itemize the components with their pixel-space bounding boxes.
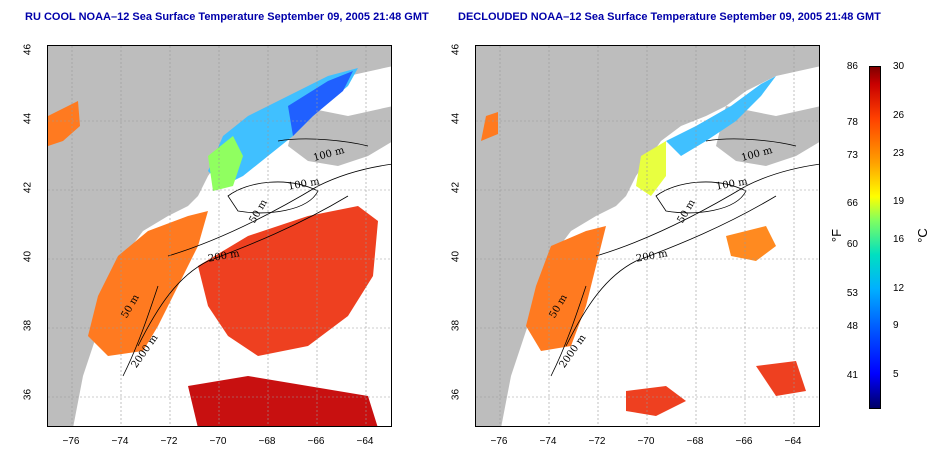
left-map-graphic (48, 46, 391, 426)
temperature-colorbar (869, 66, 881, 409)
celsius-tick: 5 (893, 369, 899, 380)
y-tick-label: 38 (450, 319, 462, 332)
left-map-title: RU COOL NOAA–12 Sea Surface Temperature … (25, 11, 429, 23)
y-tick-label: 36 (22, 388, 34, 401)
x-tick-label: −76 (490, 436, 508, 447)
x-tick-label: −76 (62, 436, 80, 447)
y-tick-label: 46 (450, 43, 462, 56)
x-tick-label: −74 (539, 436, 557, 447)
hot-south-patch (626, 386, 686, 416)
land-mass (476, 46, 819, 426)
y-tick-label: 42 (22, 181, 34, 194)
celsius-tick: 12 (893, 283, 905, 294)
x-tick-label: −72 (588, 436, 606, 447)
fahrenheit-tick: 53 (846, 288, 858, 299)
hot-south-region (188, 376, 378, 426)
x-tick-label: −70 (637, 436, 655, 447)
map-gridlines (476, 46, 819, 426)
fahrenheit-tick: 66 (846, 198, 858, 209)
fahrenheit-tick: 73 (846, 150, 858, 161)
celsius-tick: 23 (893, 148, 905, 159)
left-sst-map: 100 m 100 m 50 m 200 m 50 m 2000 m (47, 45, 392, 427)
y-tick-label: 46 (22, 43, 34, 56)
fahrenheit-tick: 41 (846, 370, 858, 381)
x-tick-label: −64 (356, 436, 374, 447)
y-tick-label: 44 (450, 112, 462, 125)
x-tick-label: −72 (160, 436, 178, 447)
x-tick-label: −66 (735, 436, 753, 447)
x-tick-label: −70 (209, 436, 227, 447)
x-tick-label: −66 (307, 436, 325, 447)
mild-water-region (636, 141, 666, 196)
east-warm-patch (48, 101, 80, 146)
map-gridlines (48, 46, 391, 426)
y-tick-label: 40 (22, 250, 34, 263)
hot-east-patch (756, 361, 806, 396)
celsius-tick: 19 (893, 196, 905, 207)
celsius-tick: 26 (893, 110, 905, 121)
warm-shelf-region (88, 211, 208, 356)
x-tick-label: −74 (111, 436, 129, 447)
isobath-contours (550, 138, 819, 377)
celsius-tick: 16 (893, 234, 905, 245)
celsius-unit-label: °C (914, 228, 930, 243)
right-sst-map: 100 m 100 m 50 m 200 m 50 m 2000 m (475, 45, 820, 427)
fahrenheit-tick: 48 (846, 321, 858, 332)
y-tick-label: 36 (450, 388, 462, 401)
right-map-graphic (476, 46, 819, 426)
y-tick-label: 40 (450, 250, 462, 263)
right-map-title: DECLOUDED NOAA–12 Sea Surface Temperatur… (458, 11, 881, 23)
fahrenheit-tick: 60 (846, 239, 858, 250)
cool-water-region (666, 76, 776, 156)
warm-offshore-region (198, 206, 378, 356)
y-tick-label: 44 (22, 112, 34, 125)
warm-offshore-patch (726, 226, 776, 261)
x-tick-label: −68 (258, 436, 276, 447)
warm-shelf-region (526, 226, 606, 351)
celsius-tick: 9 (893, 320, 899, 331)
x-tick-label: −64 (784, 436, 802, 447)
isobath-contours (122, 138, 391, 377)
celsius-tick: 30 (893, 61, 905, 72)
fahrenheit-unit-label: °F (829, 228, 845, 243)
y-tick-label: 42 (450, 181, 462, 194)
y-tick-label: 38 (22, 319, 34, 332)
fahrenheit-tick: 78 (846, 117, 858, 128)
east-warm-patch (481, 112, 498, 141)
mild-water-region (208, 136, 243, 191)
x-tick-label: −68 (686, 436, 704, 447)
land-mass (48, 46, 391, 426)
fahrenheit-tick: 86 (846, 61, 858, 72)
cold-water-region (288, 71, 353, 136)
